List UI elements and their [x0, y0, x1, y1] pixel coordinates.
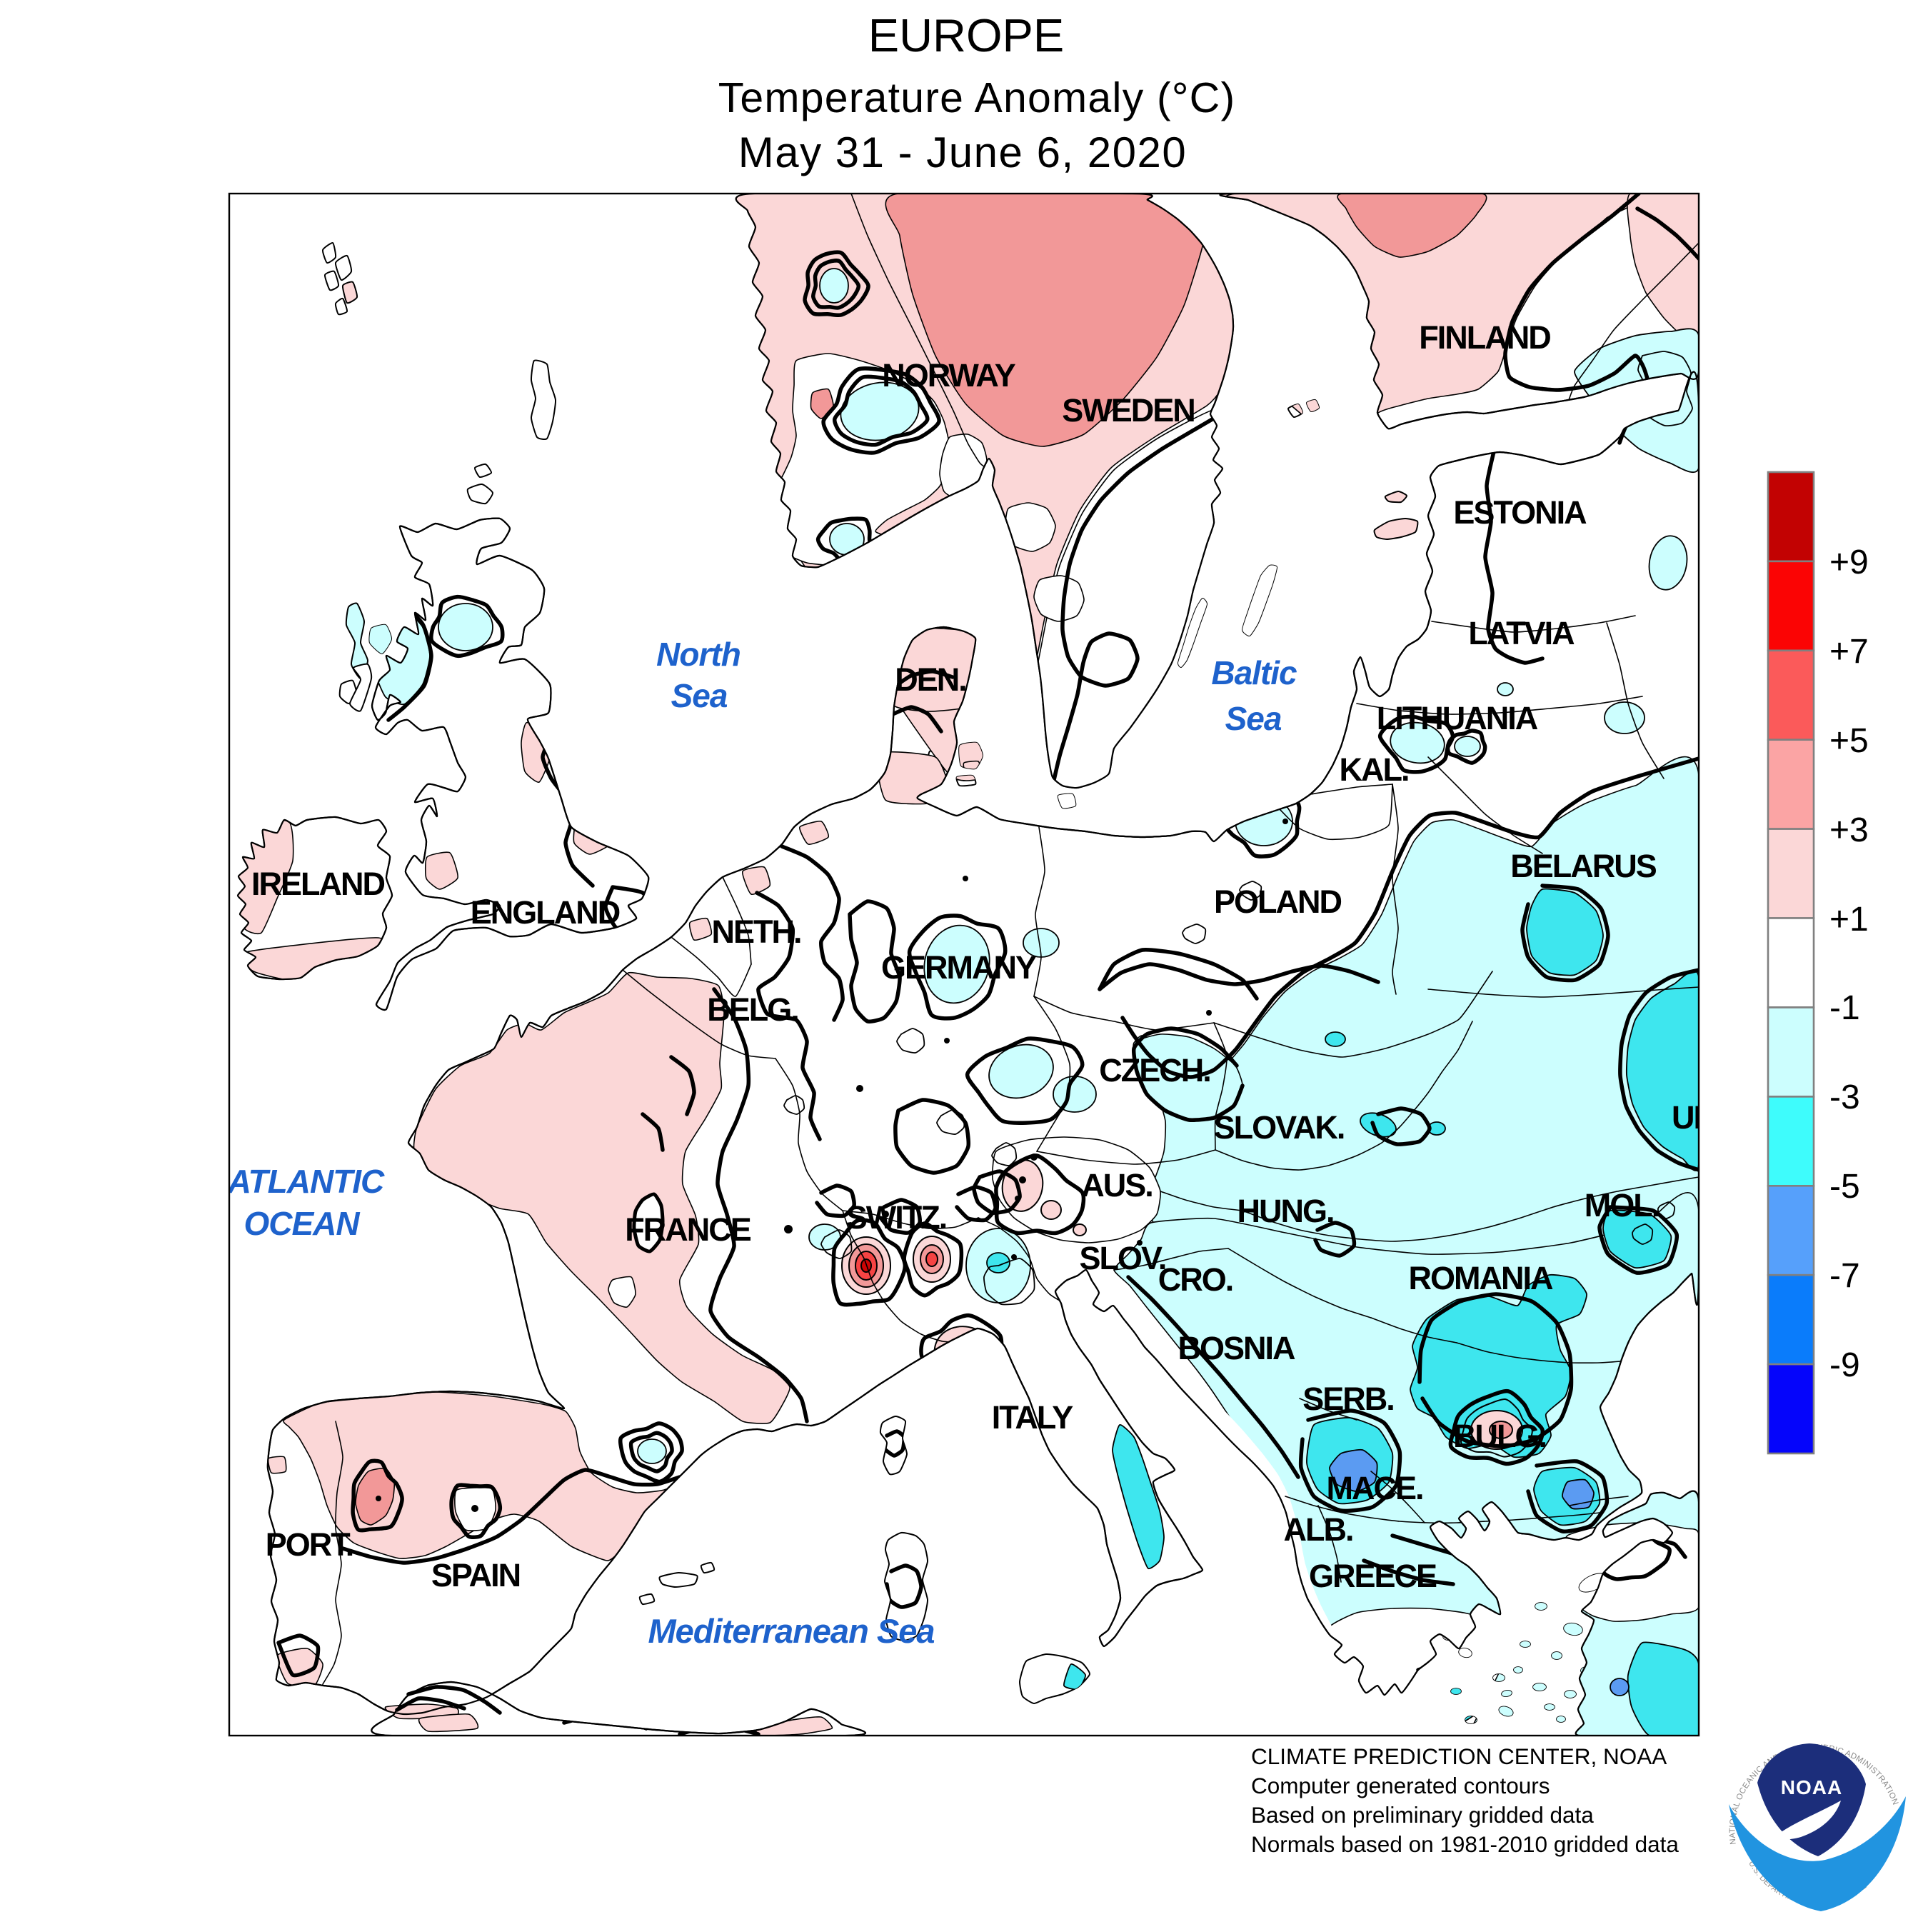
svg-text:+7: +7	[1829, 633, 1869, 671]
svg-text:Sea: Sea	[671, 677, 728, 714]
svg-text:GREECE: GREECE	[1309, 1558, 1437, 1594]
svg-text:+9: +9	[1829, 544, 1869, 581]
svg-text:BELG.: BELG.	[707, 991, 798, 1028]
svg-text:NETH.: NETH.	[712, 914, 801, 950]
svg-text:OCEAN: OCEAN	[243, 1205, 360, 1242]
svg-text:Normals based on 1981-2010 gri: Normals based on 1981-2010 gridded data	[1251, 1831, 1679, 1857]
svg-text:ENGLAND: ENGLAND	[471, 894, 620, 931]
svg-text:SPAIN: SPAIN	[431, 1557, 520, 1593]
svg-text:-3: -3	[1829, 1078, 1860, 1116]
svg-text:North: North	[656, 636, 740, 673]
svg-text:ITALY: ITALY	[992, 1399, 1074, 1436]
svg-text:SERB.: SERB.	[1302, 1381, 1394, 1417]
svg-text:+1: +1	[1829, 901, 1869, 939]
svg-text:ATLANTIC: ATLANTIC	[227, 1163, 385, 1200]
svg-text:-5: -5	[1829, 1168, 1860, 1206]
svg-text:SWEDEN: SWEDEN	[1062, 392, 1195, 429]
svg-text:BELARUS: BELARUS	[1510, 848, 1656, 884]
svg-text:Baltic: Baltic	[1211, 654, 1297, 691]
svg-text:EUROPE: EUROPE	[868, 9, 1065, 61]
svg-text:Computer generated contours: Computer generated contours	[1251, 1773, 1550, 1798]
svg-text:Based on preliminary gridded d: Based on preliminary gridded data	[1251, 1802, 1594, 1828]
svg-text:May 31 - June 6, 2020: May 31 - June 6, 2020	[738, 129, 1188, 176]
svg-text:Mediterranean Sea: Mediterranean Sea	[648, 1612, 935, 1650]
svg-text:FINLAND: FINLAND	[1419, 319, 1550, 356]
svg-text:ROMANIA: ROMANIA	[1409, 1260, 1553, 1296]
svg-text:NORWAY: NORWAY	[882, 357, 1016, 394]
svg-text:FRANCE: FRANCE	[625, 1211, 750, 1248]
svg-text:MOL.: MOL.	[1585, 1187, 1659, 1223]
svg-text:Sea: Sea	[1225, 700, 1282, 737]
svg-text:NOAA: NOAA	[1781, 1776, 1842, 1798]
svg-text:DEN.: DEN.	[895, 661, 966, 698]
svg-text:CZECH.: CZECH.	[1099, 1052, 1210, 1088]
svg-text:IRELAND: IRELAND	[251, 866, 384, 902]
svg-text:SLOV.: SLOV.	[1080, 1240, 1166, 1276]
svg-text:LITHUANIA: LITHUANIA	[1377, 700, 1538, 736]
svg-text:POLAND: POLAND	[1214, 884, 1342, 920]
svg-text:ESTONIA: ESTONIA	[1453, 494, 1587, 531]
svg-text:SLOVAK.: SLOVAK.	[1214, 1109, 1345, 1146]
svg-text:SWITZ.: SWITZ.	[846, 1199, 946, 1236]
svg-text:+3: +3	[1829, 811, 1869, 849]
svg-text:HUNG.: HUNG.	[1237, 1193, 1334, 1229]
svg-text:ALB.: ALB.	[1284, 1511, 1353, 1548]
svg-text:BULG.: BULG.	[1453, 1418, 1546, 1454]
svg-text:AUS.: AUS.	[1081, 1167, 1153, 1203]
svg-text:BOSNIA: BOSNIA	[1178, 1330, 1295, 1366]
svg-text:CRO.: CRO.	[1158, 1261, 1233, 1298]
svg-text:+5: +5	[1829, 722, 1869, 760]
svg-text:-1: -1	[1829, 989, 1860, 1027]
svg-text:CLIMATE PREDICTION CENTER, NOA: CLIMATE PREDICTION CENTER, NOAA	[1251, 1743, 1667, 1769]
svg-text:KAL.: KAL.	[1340, 751, 1409, 788]
svg-text:GERMANY: GERMANY	[881, 949, 1037, 986]
svg-text:LATVIA: LATVIA	[1468, 615, 1575, 651]
svg-text:-9: -9	[1829, 1346, 1860, 1384]
svg-text:MACE.: MACE.	[1327, 1470, 1423, 1506]
svg-text:PORT.: PORT.	[266, 1526, 353, 1563]
svg-text:Temperature Anomaly (°C): Temperature Anomaly (°C)	[718, 74, 1236, 121]
svg-text:-7: -7	[1829, 1257, 1860, 1295]
svg-text:UKR.: UKR.	[1672, 1099, 1744, 1136]
